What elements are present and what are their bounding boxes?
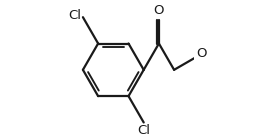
Text: O: O [196, 47, 206, 60]
Text: O: O [154, 4, 164, 17]
Text: Cl: Cl [137, 124, 150, 137]
Text: Cl: Cl [69, 9, 82, 22]
